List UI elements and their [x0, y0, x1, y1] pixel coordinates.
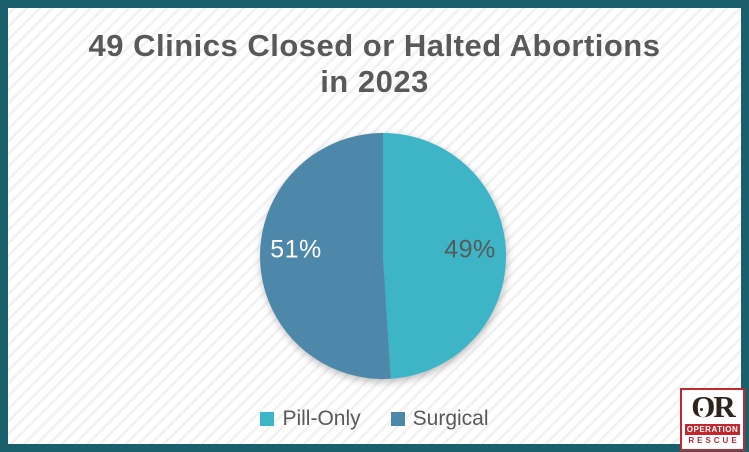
chart-title-line-1: 49 Clinics Closed or Halted Abortions — [88, 28, 661, 63]
legend-label-surgical: Surgical — [412, 407, 489, 430]
logo-operation-text: OPERATION — [685, 424, 740, 435]
operation-rescue-logo: OR OPERATION RESCUE — [680, 388, 745, 451]
legend-swatch-pill-only — [260, 412, 275, 426]
logo-monogram: OR — [685, 389, 740, 424]
legend-item-pill-only: Pill-Only — [260, 407, 361, 431]
pie-chart: 49% 51% — [248, 121, 518, 391]
logo-monogram-text: OR — [691, 389, 735, 424]
data-label-surgical: 51% — [270, 235, 322, 264]
pie-svg — [260, 133, 507, 379]
data-label-pill-only: 49% — [444, 235, 496, 264]
legend-label-pill-only: Pill-Only — [282, 407, 361, 430]
legend-item-surgical: Surgical — [390, 407, 489, 431]
chart-title-line-2: in 2023 — [320, 64, 429, 99]
logo-rescue-text: RESCUE — [688, 436, 740, 445]
chart-legend: Pill-Only Surgical — [8, 407, 741, 431]
pie-slice-pill-only — [383, 133, 507, 379]
chart-title: 49 Clinics Closed or Halted Abortions in… — [8, 28, 741, 100]
pie-slice-surgical — [260, 133, 391, 379]
legend-swatch-surgical — [390, 412, 405, 426]
baby-face-icon — [698, 405, 707, 417]
